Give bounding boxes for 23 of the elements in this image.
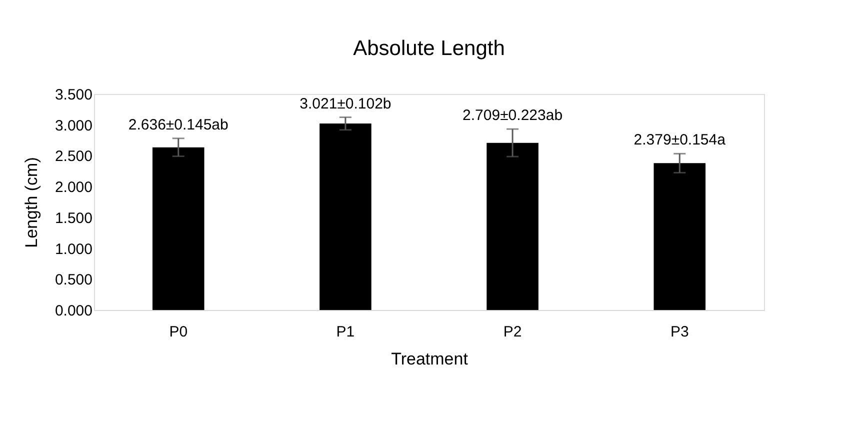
x-tick-label: P2 [503, 324, 522, 340]
y-tick-label: 0.500 [54, 272, 92, 289]
y-tick-label: 1.500 [54, 210, 92, 227]
bar [654, 163, 706, 310]
bar [486, 142, 538, 310]
chart-title: Absolute Length [353, 37, 505, 60]
x-axis-title: Treatment [391, 350, 468, 368]
data-label: 2.379±0.154a [634, 132, 726, 149]
x-tick-label: P1 [336, 324, 355, 340]
x-tick-label: P0 [169, 324, 188, 340]
bar [152, 147, 204, 310]
y-tick-label: 0.000 [54, 302, 92, 320]
y-tick-label: 3.500 [54, 86, 92, 104]
y-tick-label: 2.000 [54, 179, 92, 196]
y-tick-label: 3.000 [54, 117, 92, 134]
x-tick-label: P3 [670, 324, 689, 340]
data-label: 3.021±0.102b [300, 95, 392, 112]
data-label: 2.636±0.145ab [128, 116, 228, 134]
y-tick-label: 1.000 [54, 240, 92, 258]
bar [320, 124, 372, 310]
y-tick-label: 2.500 [54, 148, 92, 166]
data-label: 2.709±0.223ab [462, 107, 563, 124]
y-axis-title: Length (cm) [22, 157, 41, 248]
